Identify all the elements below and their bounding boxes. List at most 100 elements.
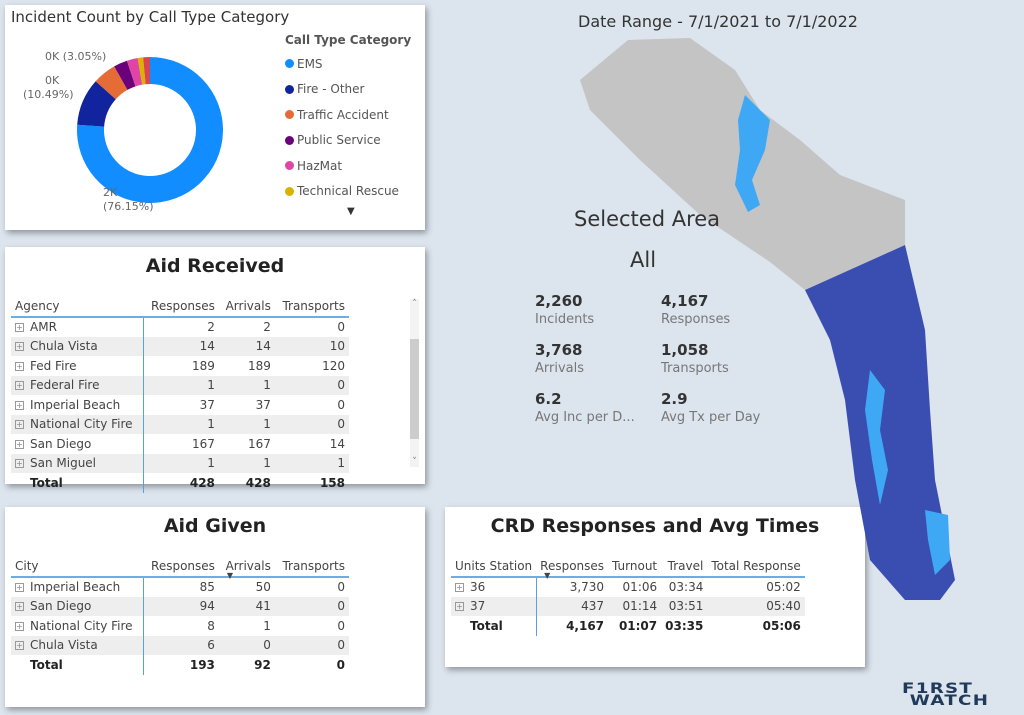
column-header[interactable]: Responses <box>143 555 219 578</box>
total-row: Total 4,167 01:07 03:35 05:06 <box>451 616 805 636</box>
legend-item[interactable]: Traffic Accident <box>285 102 411 128</box>
donut-slice[interactable] <box>137 57 146 85</box>
column-header[interactable]: Transports <box>274 295 349 318</box>
expand-icon[interactable]: + <box>15 583 24 593</box>
aid-given-panel: Aid Given City Responses Arrivals ▼ Transpor… <box>5 507 425 707</box>
total-cell: 05:06 <box>762 618 801 633</box>
expand-icon[interactable]: + <box>455 583 464 593</box>
table-row: + AMR 2 2 0 <box>11 317 349 337</box>
expand-icon[interactable]: + <box>15 602 24 612</box>
cell: 10 <box>274 336 349 356</box>
row-label[interactable]: + National City Fire <box>11 616 144 636</box>
legend-item[interactable]: EMS <box>285 51 411 77</box>
total-cell: 428 <box>189 475 215 490</box>
cell: 01:06 <box>622 580 658 595</box>
expand-icon[interactable]: + <box>15 381 24 391</box>
row-label[interactable]: + San Miguel <box>11 453 144 473</box>
scroll-up-icon[interactable]: ˄ <box>412 299 417 309</box>
scrollbar-thumb[interactable] <box>410 339 419 439</box>
selected-area-value: All <box>630 248 657 272</box>
expand-icon[interactable]: + <box>15 621 24 631</box>
row-label[interactable]: + National City Fire <box>11 414 144 434</box>
column-header[interactable]: Agency <box>11 295 144 318</box>
column-header[interactable]: Responses ▼ <box>536 555 609 580</box>
header-row: Units Station Responses ▼ Turnout Travel Tota… <box>451 555 805 580</box>
donut-slice[interactable] <box>126 58 143 87</box>
aid-given-title: Aid Given <box>163 515 267 537</box>
cell: 0 <box>274 596 349 616</box>
row-label[interactable]: + Chula Vista <box>11 635 144 655</box>
kpi-value: 1,058 <box>661 341 709 359</box>
expand-icon[interactable]: + <box>15 323 24 333</box>
donut-slice[interactable] <box>114 60 136 90</box>
column-header[interactable]: Total Response <box>707 555 805 578</box>
row-label[interactable]: +37 <box>451 596 537 616</box>
expand-icon[interactable]: + <box>15 641 24 651</box>
expand-icon[interactable]: + <box>15 342 24 352</box>
donut-slice[interactable] <box>77 57 224 203</box>
scrollbar[interactable]: ˄ ˅ <box>410 299 419 467</box>
cell: 05:40 <box>707 596 805 616</box>
total-row: Total 193 92 0 <box>11 655 349 675</box>
row-label[interactable]: +36 <box>451 577 537 597</box>
row-label[interactable]: + Imperial Beach <box>11 395 144 415</box>
cell: 14 <box>218 336 275 356</box>
column-header[interactable]: City <box>11 555 144 578</box>
scroll-down-icon[interactable]: ˅ <box>412 457 417 467</box>
total-cell: Total <box>11 655 144 675</box>
cell: 0 <box>337 618 345 633</box>
cell: 1 <box>143 414 219 434</box>
table-row: + San Miguel 1 1 1 <box>11 453 349 473</box>
cell: 3,730 <box>569 580 605 595</box>
expand-icon[interactable]: + <box>15 439 24 449</box>
row-label[interactable]: + AMR <box>11 317 144 337</box>
kpi-label: Responses <box>661 312 731 327</box>
cell: 37 <box>255 397 271 412</box>
cell: 167 <box>247 436 271 451</box>
row-label[interactable]: + Federal Fire <box>11 375 144 395</box>
row-label[interactable]: + Chula Vista <box>11 336 144 356</box>
kpi-label: Arrivals <box>535 361 585 376</box>
row-label[interactable]: + San Diego <box>11 596 144 616</box>
row-label[interactable]: + San Diego <box>11 434 144 454</box>
legend-item[interactable]: HazMat <box>285 153 411 179</box>
column-header[interactable]: Responses <box>143 295 219 318</box>
selected-area-title: Selected Area <box>574 207 721 231</box>
donut-slice[interactable] <box>95 66 128 100</box>
cell: 94 <box>143 596 219 616</box>
legend-item[interactable]: Technical Rescue <box>285 179 411 205</box>
donut-slice[interactable] <box>77 81 116 127</box>
cell: 50 <box>255 580 271 595</box>
table-row: + Federal Fire 1 1 0 <box>11 375 349 395</box>
row-label[interactable]: + Fed Fire <box>11 356 144 376</box>
row-label[interactable]: + Imperial Beach <box>11 577 144 597</box>
expand-icon[interactable]: + <box>15 400 24 410</box>
cell: 14 <box>143 336 219 356</box>
legend-item[interactable]: Fire - Other <box>285 77 411 103</box>
expand-icon[interactable]: + <box>455 602 464 612</box>
column-header[interactable]: Units Station <box>451 555 537 578</box>
column-header[interactable]: Transports <box>274 555 349 578</box>
column-header[interactable]: Arrivals ▼ <box>218 555 275 580</box>
cell: 05:02 <box>766 580 801 595</box>
expand-icon[interactable]: + <box>15 361 24 371</box>
kpi-card: 2.9 Avg Tx per Day <box>661 390 760 425</box>
total-cell: 158 <box>319 475 345 490</box>
column-header[interactable]: Travel <box>661 555 708 578</box>
donut-slice[interactable] <box>143 57 150 85</box>
cell: 189 <box>247 358 271 373</box>
kpi-label: Transports <box>661 361 729 376</box>
kpi-value: 2.9 <box>661 390 688 408</box>
column-header[interactable]: Turnout <box>608 555 662 578</box>
column-header[interactable]: Arrivals <box>218 295 275 318</box>
expand-icon[interactable]: + <box>15 459 24 469</box>
legend-more-arrow[interactable]: ▼ <box>347 206 355 217</box>
aid-received-panel: Aid Received Agency Responses Arrivals Tran… <box>5 247 425 493</box>
table-row: +37 437 01:14 03:51 05:40 <box>451 596 805 616</box>
total-cell: 03:35 <box>665 618 704 633</box>
expand-icon[interactable]: + <box>15 420 24 430</box>
kpi-label: Avg Inc per D... <box>535 410 635 425</box>
total-cell: 4,167 <box>566 618 605 633</box>
legend-item[interactable]: Public Service <box>285 128 411 154</box>
cell: 437 <box>536 596 609 616</box>
